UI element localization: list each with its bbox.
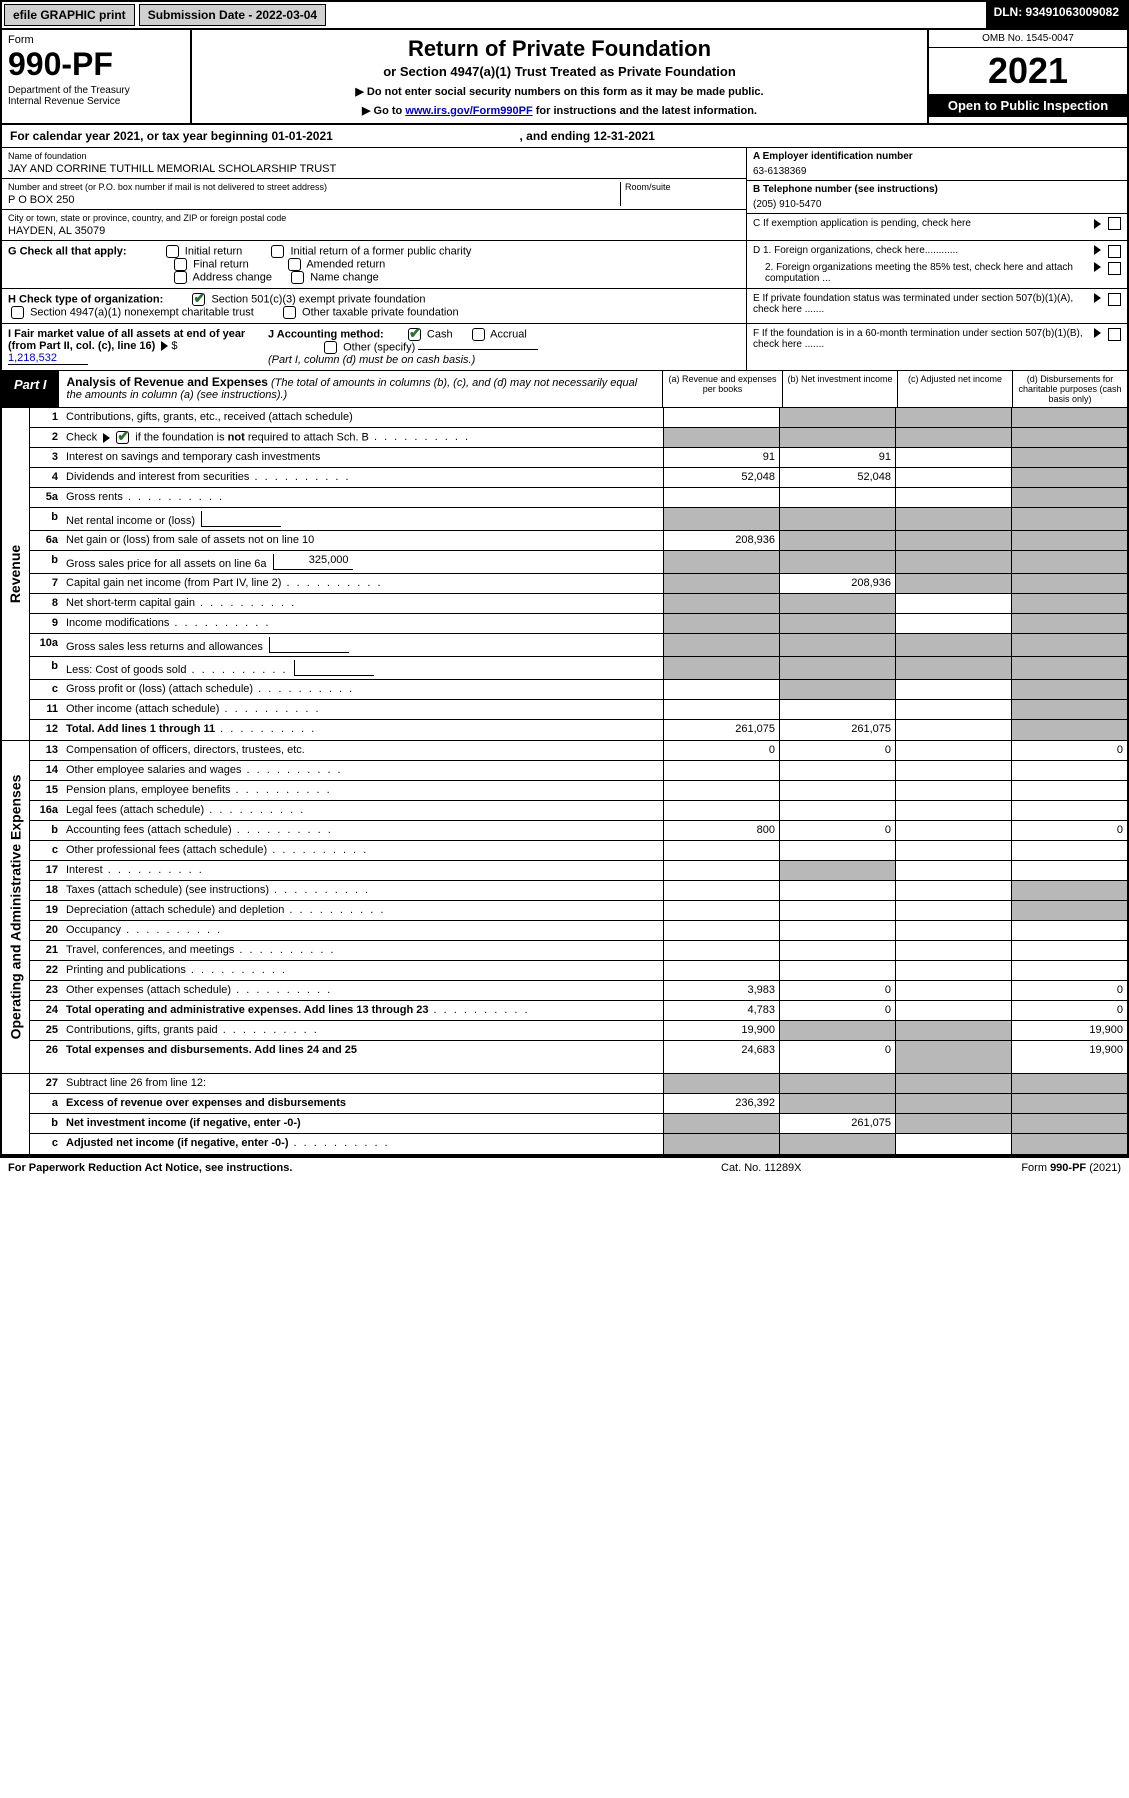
schb-check[interactable] [116, 431, 129, 444]
open-inspection: Open to Public Inspection [929, 94, 1127, 117]
room-label: Room/suite [625, 182, 740, 192]
footer-left: For Paperwork Reduction Act Notice, see … [8, 1162, 721, 1174]
j-note: (Part I, column (d) must be on cash basi… [268, 354, 475, 366]
e-label: E If private foundation status was termi… [753, 293, 1091, 319]
g-initial-return[interactable] [166, 245, 179, 258]
form-number: 990-PF [8, 46, 184, 83]
j-other[interactable] [324, 341, 337, 354]
identity-block: Name of foundation JAY AND CORRINE TUTHI… [2, 148, 1127, 241]
tax-year: 2021 [929, 48, 1127, 94]
name-label: Name of foundation [8, 151, 740, 161]
line27-section: 27Subtract line 26 from line 12: aExcess… [2, 1074, 1127, 1156]
city-label: City or town, state or province, country… [8, 213, 740, 223]
footer-right: Form 990-PF (2021) [921, 1162, 1121, 1174]
header-right: OMB No. 1545-0047 2021 Open to Public In… [927, 30, 1127, 123]
arrow-icon [1094, 328, 1101, 338]
d1-label: D 1. Foreign organizations, check here..… [753, 245, 1091, 258]
col-a-hdr: (a) Revenue and expenses per books [662, 371, 782, 407]
col-c-hdr: (c) Adjusted net income [897, 371, 1012, 407]
irs-link[interactable]: www.irs.gov/Form990PF [405, 105, 532, 117]
part1-header: Part I Analysis of Revenue and Expenses … [2, 371, 1127, 408]
submission-date: Submission Date - 2022-03-04 [139, 4, 326, 26]
f-label: F If the foundation is in a 60-month ter… [753, 328, 1091, 366]
ein-label: A Employer identification number [753, 151, 1121, 162]
h-other-taxable[interactable] [283, 306, 296, 319]
j-accrual[interactable] [472, 328, 485, 341]
f-check[interactable] [1108, 328, 1121, 341]
g-initial-former[interactable] [271, 245, 284, 258]
address: P O BOX 250 [8, 194, 620, 206]
footer: For Paperwork Reduction Act Notice, see … [0, 1158, 1129, 1178]
form-title: Return of Private Foundation [198, 36, 921, 62]
h-501c3[interactable] [192, 293, 205, 306]
ein: 63-6138369 [753, 166, 1121, 177]
form-subtitle: or Section 4947(a)(1) Trust Treated as P… [198, 64, 921, 79]
i-value: 1,218,532 [8, 352, 88, 365]
arrow-icon [1094, 219, 1101, 229]
g-name-change[interactable] [291, 271, 304, 284]
form-word: Form [8, 34, 184, 46]
arrow-icon [1094, 293, 1101, 303]
telephone: (205) 910-5470 [753, 199, 1121, 210]
e-check[interactable] [1108, 293, 1121, 306]
calendar-year-row: For calendar year 2021, or tax year begi… [2, 125, 1127, 148]
city: HAYDEN, AL 35079 [8, 225, 740, 237]
g-label: G Check all that apply: [8, 245, 127, 257]
footer-mid: Cat. No. 11289X [721, 1162, 921, 1174]
foundation-name: JAY AND CORRINE TUTHILL MEMORIAL SCHOLAR… [8, 163, 740, 175]
note-1: ▶ Do not enter social security numbers o… [198, 85, 921, 98]
arrow-icon [1094, 262, 1101, 272]
j-label: J Accounting method: [268, 328, 384, 340]
arrow-icon [161, 341, 168, 351]
revenue-section: Revenue 1Contributions, gifts, grants, e… [2, 408, 1127, 741]
form-container: efile GRAPHIC print Submission Date - 20… [0, 0, 1129, 1158]
arrow-icon [1094, 245, 1101, 255]
h-4947[interactable] [11, 306, 24, 319]
expenses-section: Operating and Administrative Expenses 13… [2, 741, 1127, 1074]
d1-check[interactable] [1108, 245, 1121, 258]
omb: OMB No. 1545-0047 [929, 30, 1127, 48]
c-checkbox[interactable] [1108, 217, 1121, 230]
revenue-side: Revenue [2, 408, 30, 740]
header: Form 990-PF Department of the Treasury I… [2, 30, 1127, 125]
d2-check[interactable] [1108, 262, 1121, 275]
topbar: efile GRAPHIC print Submission Date - 20… [2, 2, 1127, 30]
dept: Department of the Treasury Internal Reve… [8, 85, 184, 107]
tel-label: B Telephone number (see instructions) [753, 184, 1121, 195]
efile-btn[interactable]: efile GRAPHIC print [4, 4, 135, 26]
col-b-hdr: (b) Net investment income [782, 371, 897, 407]
expenses-side: Operating and Administrative Expenses [2, 741, 30, 1073]
col-d-hdr: (d) Disbursements for charitable purpose… [1012, 371, 1127, 407]
part1-tag: Part I [2, 371, 59, 407]
g-final[interactable] [174, 258, 187, 271]
row-i-j-f: I Fair market value of all assets at end… [2, 324, 1127, 371]
row-h-e: H Check type of organization: Section 50… [2, 289, 1127, 324]
row-g-d: G Check all that apply: Initial return I… [2, 241, 1127, 289]
g-amended[interactable] [288, 258, 301, 271]
addr-label: Number and street (or P.O. box number if… [8, 182, 620, 192]
header-left: Form 990-PF Department of the Treasury I… [2, 30, 192, 123]
part1-desc: Analysis of Revenue and Expenses (The to… [59, 371, 662, 407]
d2-label: 2. Foreign organizations meeting the 85%… [753, 262, 1091, 284]
j-cash[interactable] [408, 328, 421, 341]
i-label: I Fair market value of all assets at end… [8, 328, 245, 352]
dln: DLN: 93491063009082 [986, 2, 1127, 28]
c-label: C If exemption application is pending, c… [753, 218, 1091, 229]
header-mid: Return of Private Foundation or Section … [192, 30, 927, 123]
g-addr-change[interactable] [174, 271, 187, 284]
h-label: H Check type of organization: [8, 293, 163, 305]
note-2: ▶ Go to www.irs.gov/Form990PF for instru… [198, 104, 921, 117]
